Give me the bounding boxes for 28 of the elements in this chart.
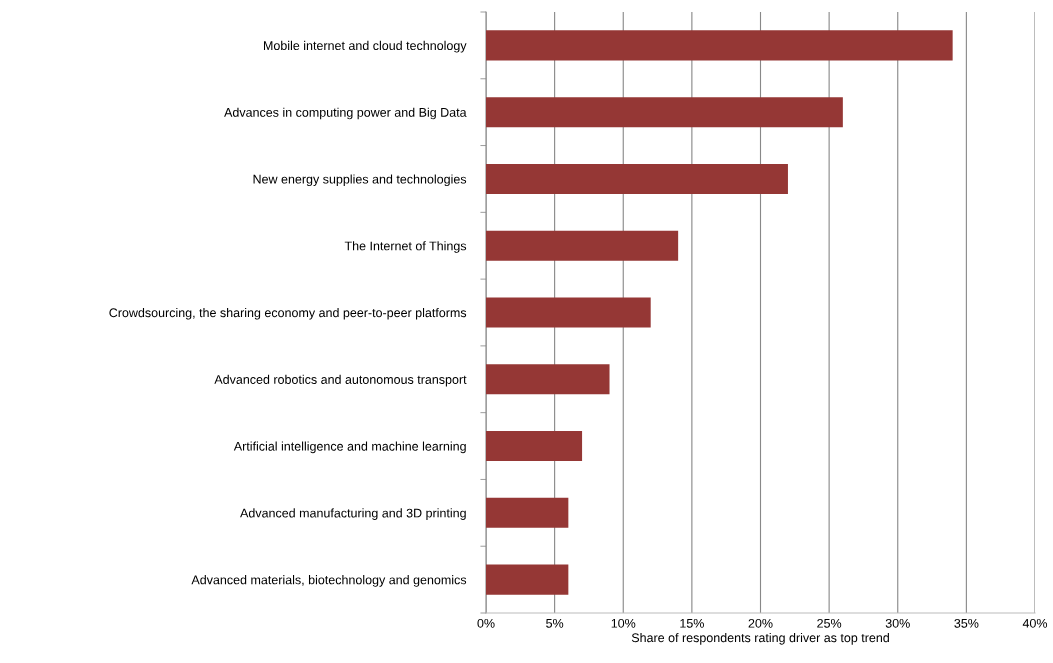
x-tick-label: 35% (954, 618, 979, 628)
y-tick-label: Advanced robotics and autonomous transport (214, 374, 467, 387)
x-tick-label: 25% (817, 618, 842, 628)
bar (486, 364, 610, 395)
x-tick-label: 40% (1022, 618, 1048, 628)
bar (486, 163, 788, 194)
x-tick-label: 30% (885, 618, 910, 628)
y-tick-label: Crowdsourcing, the sharing economy and peer-to-peer platforms (109, 307, 467, 320)
bar (486, 97, 843, 128)
bar (486, 431, 583, 462)
bar (486, 564, 569, 595)
y-tick-label: Advanced manufacturing and 3D printing (240, 508, 466, 520)
x-tick-label: 15% (680, 618, 704, 628)
y-tick-label: New energy supplies and technologies (253, 174, 467, 187)
y-tick-label: Advanced materials, biotechnology and genomics (191, 575, 467, 587)
x-tick-label: 0% (477, 618, 495, 628)
x-axis-title: Share of respondents rating driver as top trend (631, 632, 889, 645)
x-tick-label: 5% (546, 618, 564, 628)
x-tick-label: 20% (748, 618, 773, 628)
y-tick-label: The Internet of Things (344, 241, 467, 253)
bar (486, 297, 651, 328)
bar (486, 497, 569, 528)
y-tick-label: Advances in computing power and Big Data (224, 107, 467, 120)
y-tick-label: Artificial intelligence and machine learning (233, 441, 466, 454)
x-tick-label: 10% (611, 618, 636, 628)
bar (486, 30, 953, 61)
bar (486, 230, 679, 261)
y-tick-label: Mobile internet and cloud technology (263, 40, 467, 53)
